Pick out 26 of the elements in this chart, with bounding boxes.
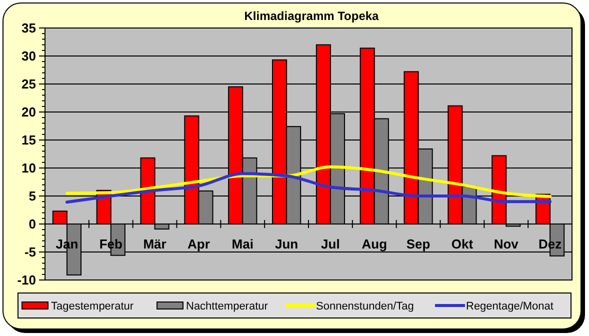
chart-title: Klimadiagramm Topeka: [244, 9, 380, 23]
x-tick-label: Jun: [274, 236, 298, 252]
x-tick-label: Sep: [406, 236, 430, 252]
x-tick-label: Mär: [143, 236, 166, 252]
legend-label: Nachttemperatur: [186, 300, 268, 312]
y-tick-label: 25: [22, 76, 36, 92]
legend-label: Sonnenstunden/Tag: [316, 300, 414, 312]
x-tick-label: Okt: [451, 236, 474, 252]
y-tick-label: -10: [17, 272, 36, 288]
x-tick-label: Mai: [232, 236, 254, 252]
legend-label: Regentage/Monat: [466, 300, 554, 312]
x-tick-label: Nov: [494, 236, 520, 252]
legend-label: Tagestemperatur: [51, 300, 134, 312]
x-tick-label: Aug: [362, 236, 388, 252]
x-tick-label: Jul: [321, 236, 340, 252]
line-series: [65, 172, 552, 204]
x-tick-label: Apr: [188, 236, 210, 252]
y-tick-label: 20: [22, 104, 36, 120]
y-tick-label: 10: [22, 160, 36, 176]
y-tick-label: 15: [22, 132, 36, 148]
line-series: [65, 165, 552, 198]
y-tick-label: 0: [28, 216, 36, 232]
y-tick-label: 30: [22, 48, 36, 64]
y-tick-label: 35: [22, 20, 36, 36]
y-tick-label: -5: [24, 244, 36, 260]
y-tick-label: 5: [28, 188, 36, 204]
